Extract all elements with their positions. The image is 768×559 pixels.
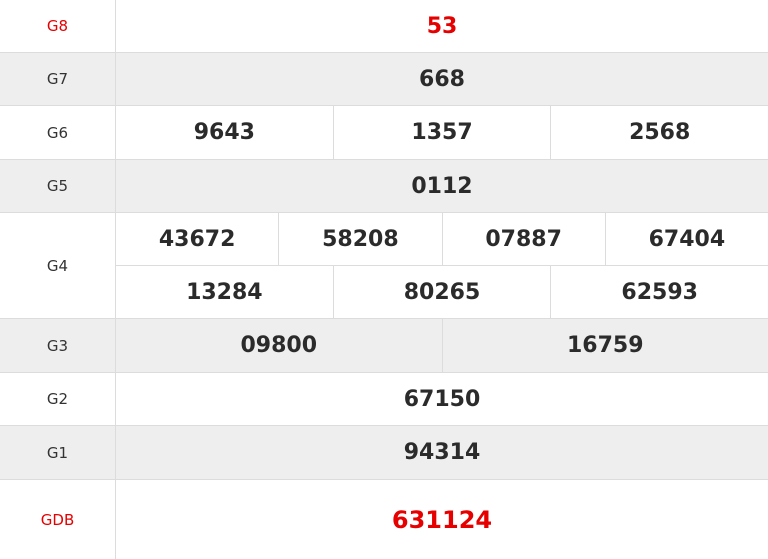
prize-number: 58208	[278, 213, 441, 265]
prize-row-g4: G4 43672 58208 07887 67404 13284 80265 6…	[0, 213, 768, 319]
prize-label: G5	[0, 160, 116, 212]
prize-label: G3	[0, 319, 116, 372]
prize-label: G2	[0, 373, 116, 425]
prize-number: 43672	[116, 213, 278, 265]
prize-number: 94314	[116, 426, 768, 479]
prize-number: 1357	[333, 106, 551, 159]
prize-number: 668	[116, 53, 768, 105]
prize-number: 67404	[605, 213, 768, 265]
prize-label: G4	[0, 213, 116, 318]
prize-label: G1	[0, 426, 116, 479]
prize-number: 07887	[442, 213, 605, 265]
prize-number: 2568	[550, 106, 768, 159]
prize-number: 09800	[116, 319, 442, 372]
prize-label: GDB	[0, 480, 116, 559]
prize-label: G8	[0, 0, 116, 52]
prize-number: 62593	[550, 266, 768, 318]
prize-number: 67150	[116, 373, 768, 425]
prize-number: 53	[116, 0, 768, 52]
prize-row-g7: G7 668	[0, 53, 768, 106]
prize-row-g8: G8 53	[0, 0, 768, 53]
prize-row-g2: G2 67150	[0, 373, 768, 426]
prize-row-g3: G3 09800 16759	[0, 319, 768, 373]
prize-number: 80265	[333, 266, 551, 318]
prize-label: G7	[0, 53, 116, 105]
prize-number: 631124	[116, 480, 768, 559]
prize-number: 9643	[116, 106, 333, 159]
prize-number: 0112	[116, 160, 768, 212]
prize-number: 13284	[116, 266, 333, 318]
prize-row-special: GDB 631124	[0, 480, 768, 559]
prize-row-g5: G5 0112	[0, 160, 768, 213]
prize-label: G6	[0, 106, 116, 159]
prize-number: 16759	[442, 319, 768, 372]
prize-row-g6: G6 9643 1357 2568	[0, 106, 768, 160]
prize-row-g1: G1 94314	[0, 426, 768, 480]
